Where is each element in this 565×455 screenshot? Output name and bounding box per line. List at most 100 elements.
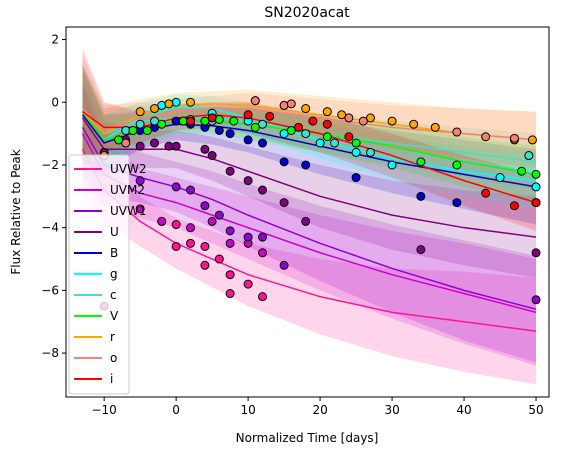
x-tick-label: 50: [528, 403, 543, 417]
x-tick-label: 10: [240, 403, 255, 417]
data-point: [171, 182, 181, 192]
data-point: [430, 122, 440, 132]
data-point: [121, 138, 131, 148]
data-point: [229, 116, 239, 126]
data-point: [250, 96, 260, 106]
data-point: [225, 166, 235, 176]
data-point: [416, 157, 426, 167]
data-point: [452, 198, 462, 208]
y-tick-label: −2: [41, 158, 59, 172]
model-line: [81, 117, 537, 238]
legend-label: c: [110, 288, 117, 302]
confidence-band: [82, 102, 537, 385]
data-point: [301, 160, 311, 170]
data-point: [322, 119, 332, 129]
legend-label: UVM2: [110, 183, 145, 197]
y-tick-label: 0: [51, 95, 59, 109]
data-point: [527, 135, 537, 145]
data-point: [214, 254, 224, 264]
legend-label: B: [110, 246, 118, 260]
data-point: [452, 160, 462, 170]
legend-label: r: [110, 330, 115, 344]
data-point: [225, 289, 235, 299]
data-point: [250, 122, 260, 132]
data-point: [186, 97, 196, 107]
data-point: [322, 132, 332, 142]
data-point: [135, 204, 145, 214]
y-axis-label: Flux Relative to Peak: [9, 149, 23, 274]
model-line: [82, 111, 537, 204]
data-point: [186, 116, 196, 126]
legend-label: U: [110, 225, 119, 239]
data-point: [135, 176, 145, 186]
data-point: [150, 138, 160, 148]
y-tick-label: −8: [41, 346, 59, 360]
data-point: [171, 241, 181, 251]
data-point: [286, 99, 296, 109]
data-point: [200, 241, 210, 251]
data-point: [279, 260, 289, 270]
data-point: [265, 111, 275, 121]
y-tick-label: 2: [51, 33, 59, 47]
data-point: [258, 138, 268, 148]
x-tick-label: −10: [91, 403, 116, 417]
confidence-band: [82, 67, 537, 225]
data-point: [258, 248, 268, 258]
confidence-band: [82, 48, 537, 231]
data-point: [207, 216, 217, 226]
data-point: [164, 99, 174, 109]
data-point: [452, 127, 462, 137]
data-point: [524, 151, 534, 161]
data-point: [200, 144, 210, 154]
data-point: [225, 129, 235, 139]
x-tick-label: 30: [384, 403, 399, 417]
data-point: [351, 173, 361, 183]
x-tick-label: 40: [456, 403, 471, 417]
data-point: [243, 135, 253, 145]
legend-label: g: [110, 267, 118, 281]
data-point: [171, 97, 181, 107]
confidence-band: [82, 86, 537, 366]
data-point: [279, 198, 289, 208]
data-point: [207, 151, 217, 161]
data-point: [150, 104, 160, 114]
data-point: [531, 198, 541, 208]
data-point: [186, 238, 196, 248]
x-tick-label: 0: [172, 403, 180, 417]
data-point: [301, 104, 311, 114]
x-tick-label: 20: [312, 403, 327, 417]
data-point: [308, 116, 318, 126]
data-point: [243, 176, 253, 186]
data-point: [365, 147, 375, 157]
data-point: [531, 248, 541, 258]
data-point: [157, 119, 167, 129]
data-point: [171, 141, 181, 151]
data-point: [531, 169, 541, 179]
y-tick-label: −6: [41, 283, 59, 297]
legend-label: UVW2: [110, 162, 147, 176]
data-point: [171, 220, 181, 230]
model-line: [82, 107, 537, 141]
confidence-band: [82, 55, 537, 169]
data-point: [279, 157, 289, 167]
data-point: [225, 226, 235, 236]
legend-label: UVW1: [110, 204, 147, 218]
y-tick-label: −4: [41, 221, 59, 235]
data-point: [301, 129, 311, 139]
data-point: [225, 238, 235, 248]
data-point: [214, 115, 224, 124]
data-point: [481, 188, 491, 198]
data-point: [416, 191, 426, 201]
data-point: [409, 119, 419, 129]
plot-frame: [65, 26, 550, 398]
data-point: [481, 132, 491, 142]
chart-title: SN2020acat: [264, 5, 350, 21]
data-point: [315, 138, 325, 148]
data-point: [344, 113, 354, 123]
data-point: [135, 119, 145, 129]
data-point: [416, 245, 426, 255]
data-point: [301, 216, 311, 226]
data-point: [214, 125, 224, 135]
data-point: [142, 125, 152, 135]
